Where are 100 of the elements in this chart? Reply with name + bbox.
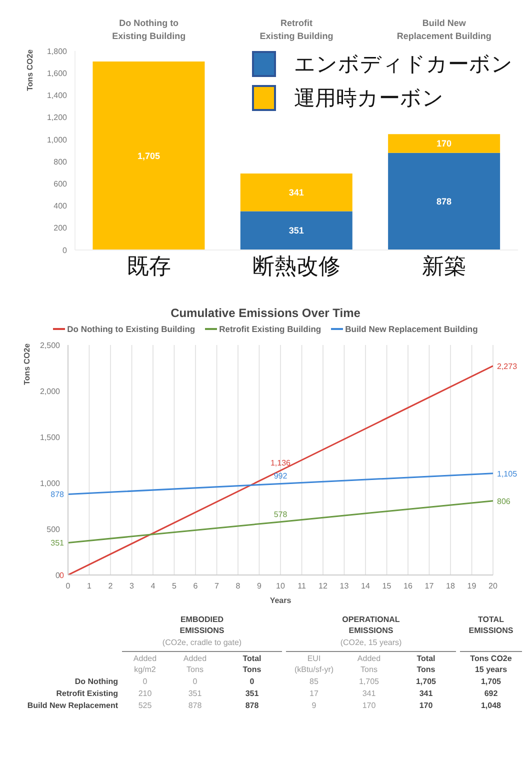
data-label: 992 — [274, 472, 288, 481]
legend-label: エンボディドカーボン — [294, 52, 513, 78]
text: Added kg/m2 — [132, 653, 158, 675]
y-tick-label: 600 — [54, 180, 68, 189]
y-tick-label: 1,500 — [40, 432, 61, 442]
x-tick-label: 13 — [340, 582, 350, 591]
data-label: 806 — [497, 496, 511, 506]
y-tick-label: 0 — [62, 246, 68, 255]
y-tick-label: 400 — [54, 202, 68, 211]
y-tick-label: 1,000 — [40, 478, 61, 488]
data-label: 170 — [436, 138, 452, 149]
legend-label: Retrofit Existing Building — [218, 324, 322, 334]
text: (CO2e, 15 years) — [286, 637, 456, 652]
y-axis-title: Tons CO2e — [26, 48, 35, 91]
text: 210 — [137, 688, 153, 699]
bar — [92, 62, 205, 250]
x-tick-label: 既存 — [126, 254, 171, 279]
x-axis-title: Years — [270, 596, 292, 605]
x-tick-label: 10 — [276, 582, 286, 591]
data-label: 878 — [50, 490, 65, 500]
text: 1,048 — [480, 700, 502, 711]
x-tick-label: 11 — [298, 582, 306, 591]
y-tick-label: 200 — [54, 224, 68, 233]
x-tick-label: 16 — [404, 582, 413, 591]
x-tick-label: 新築 — [422, 254, 466, 279]
x-tick-label: 5 — [172, 582, 178, 591]
x-tick-label: 断熱改修 — [252, 254, 340, 279]
text: 341 — [418, 688, 434, 699]
y-tick-label: 1,000 — [46, 135, 68, 144]
text: 351 — [244, 688, 260, 699]
text: Added Tons — [356, 653, 382, 675]
x-tick-label: 2 — [108, 582, 114, 591]
data-label: 1,105 — [497, 469, 518, 478]
bar — [240, 173, 352, 212]
text: 351 — [187, 688, 203, 699]
text: Do Nothing to Existing Building — [112, 18, 186, 41]
text: 1,705 — [480, 676, 502, 687]
text: Build New Replacement Building — [396, 18, 492, 41]
bar — [388, 134, 500, 153]
x-tick-label: 3 — [130, 582, 135, 591]
text: TOTAL EMISSIONS — [460, 614, 522, 652]
bar — [388, 152, 500, 250]
y-tick-label: 2,000 — [40, 386, 61, 396]
text: 341 — [361, 688, 377, 699]
text: Tons CO2e 15 years — [469, 653, 513, 675]
y-tick-label: 800 — [54, 157, 68, 166]
x-tick-label: 15 — [382, 582, 392, 591]
text: 525 — [137, 700, 153, 711]
x-tick-label: 9 — [257, 582, 262, 591]
text: Added Tons — [182, 653, 208, 675]
chart-title: Cumulative Emissions Over Time — [170, 306, 362, 320]
text: 878 — [187, 700, 203, 711]
text: Build New Replacement — [26, 700, 118, 711]
text: Retrofit Existing — [55, 688, 118, 699]
data-label: 1,705 — [137, 150, 160, 161]
bar — [240, 211, 352, 250]
data-label: 351 — [288, 226, 304, 236]
y-tick-label: 1,600 — [46, 68, 68, 78]
text: OPERATIONAL EMISSIONS — [341, 614, 401, 636]
x-tick-label: 1 — [87, 582, 92, 591]
text: 878 — [244, 700, 260, 711]
text: (CO2e, cradle to gate) — [122, 637, 282, 652]
data-label: 341 — [288, 187, 304, 198]
data-label: 2,273 — [497, 362, 518, 371]
text: EUI (kBtu/sf-yr) — [293, 653, 335, 675]
legend-label: 運用時カーボン — [294, 86, 444, 112]
x-tick-label: 20 — [488, 582, 498, 591]
y-tick-label: 1,800 — [46, 46, 68, 56]
x-tick-label: 19 — [467, 582, 477, 591]
y-tick-label: 500 — [46, 524, 61, 534]
text: 0 — [248, 676, 256, 687]
data-label: 878 — [436, 196, 452, 206]
legend-label: Build New Replacement Building — [344, 324, 478, 334]
text: Total Tons — [242, 653, 262, 675]
text: Total Tons — [416, 653, 436, 675]
y-tick-label: 0 — [56, 570, 61, 580]
x-tick-label: 4 — [150, 582, 156, 591]
y-tick-label: 1,400 — [46, 91, 68, 100]
text: 692 — [483, 688, 499, 699]
data-label: 578 — [274, 510, 288, 519]
text: 9 — [310, 700, 318, 711]
y-axis-title: Tons CO2e — [22, 342, 32, 385]
text: 85 — [308, 676, 320, 687]
text: 0 — [142, 676, 148, 687]
text: EMBODIED EMISSIONS — [178, 614, 226, 636]
x-tick-label: 12 — [318, 582, 328, 591]
text: 170 — [361, 700, 377, 711]
x-tick-label: 7 — [214, 582, 220, 591]
x-tick-label: 14 — [361, 582, 370, 591]
text: Retrofit Existing Building — [260, 18, 334, 41]
text: 17 — [308, 688, 320, 699]
x-tick-label: 18 — [446, 582, 456, 591]
legend-label: Do Nothing to Existing Building — [66, 324, 196, 334]
text: 170 — [418, 700, 434, 711]
data-label: 1,136 — [270, 458, 292, 468]
x-tick-label: 8 — [236, 582, 241, 591]
y-tick-label: 2,500 — [40, 340, 61, 350]
x-tick-label: 6 — [193, 582, 198, 591]
data-label: 351 — [50, 538, 65, 548]
text: 1,705 — [414, 676, 438, 687]
